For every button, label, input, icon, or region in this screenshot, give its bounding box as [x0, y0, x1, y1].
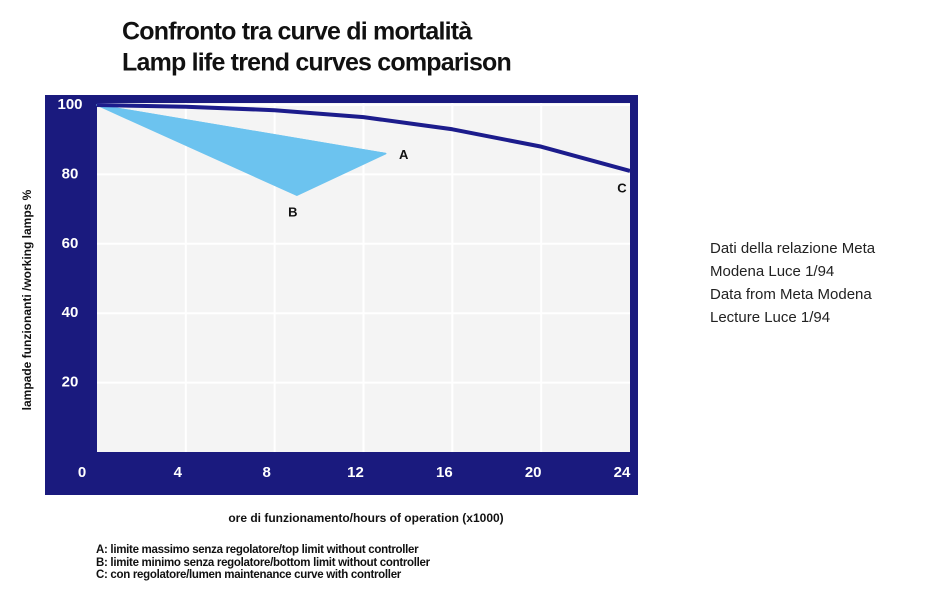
series-label: A	[399, 147, 409, 162]
y-tick-label: 80	[62, 165, 79, 182]
x-tick-label: 4	[174, 464, 183, 481]
series-label: B	[288, 205, 297, 220]
x-tick-label: 8	[262, 464, 270, 481]
note-line: Lecture Luce 1/94	[710, 309, 831, 326]
x-tick-label: 24	[614, 464, 631, 481]
side-note: Dati della relazione Meta Modena Luce 1/9…	[710, 237, 875, 329]
note-line: Data from Meta Modena	[710, 286, 872, 303]
footnote-line: A: limite massimo senza regolatore/top l…	[96, 544, 419, 556]
series-label: C	[617, 180, 627, 195]
x-tick-label: 20	[525, 464, 542, 481]
footnotes: A: limite massimo senza regolatore/top l…	[96, 544, 430, 582]
y-axis-label: lampade funzionanti /working lamps %	[20, 189, 34, 410]
note-line: Dati della relazione Meta	[710, 240, 876, 257]
y-tick-label: 40	[62, 304, 79, 321]
y-tick-label: 60	[62, 235, 79, 252]
series-line	[96, 104, 387, 196]
x-axis-label: ore di funzionamento/hours of operation …	[228, 511, 503, 525]
footnote-line: B: limite minimo senza regolatore/bottom…	[96, 556, 430, 569]
y-tick-label: 20	[62, 374, 79, 391]
x-tick-label: 16	[436, 464, 453, 481]
y-tick-label: 100	[57, 96, 82, 113]
y-tick-label: 0	[78, 464, 86, 481]
footnote-line: C: con regolatore/lumen maintenance curv…	[96, 569, 401, 581]
x-tick-label: 12	[347, 464, 364, 481]
series-line	[96, 103, 631, 173]
chart-title: Confronto tra curve di mortalità	[122, 18, 472, 46]
chart-subtitle: Lamp life trend curves comparison	[122, 49, 511, 77]
note-line: Modena Luce 1/94	[710, 263, 835, 280]
